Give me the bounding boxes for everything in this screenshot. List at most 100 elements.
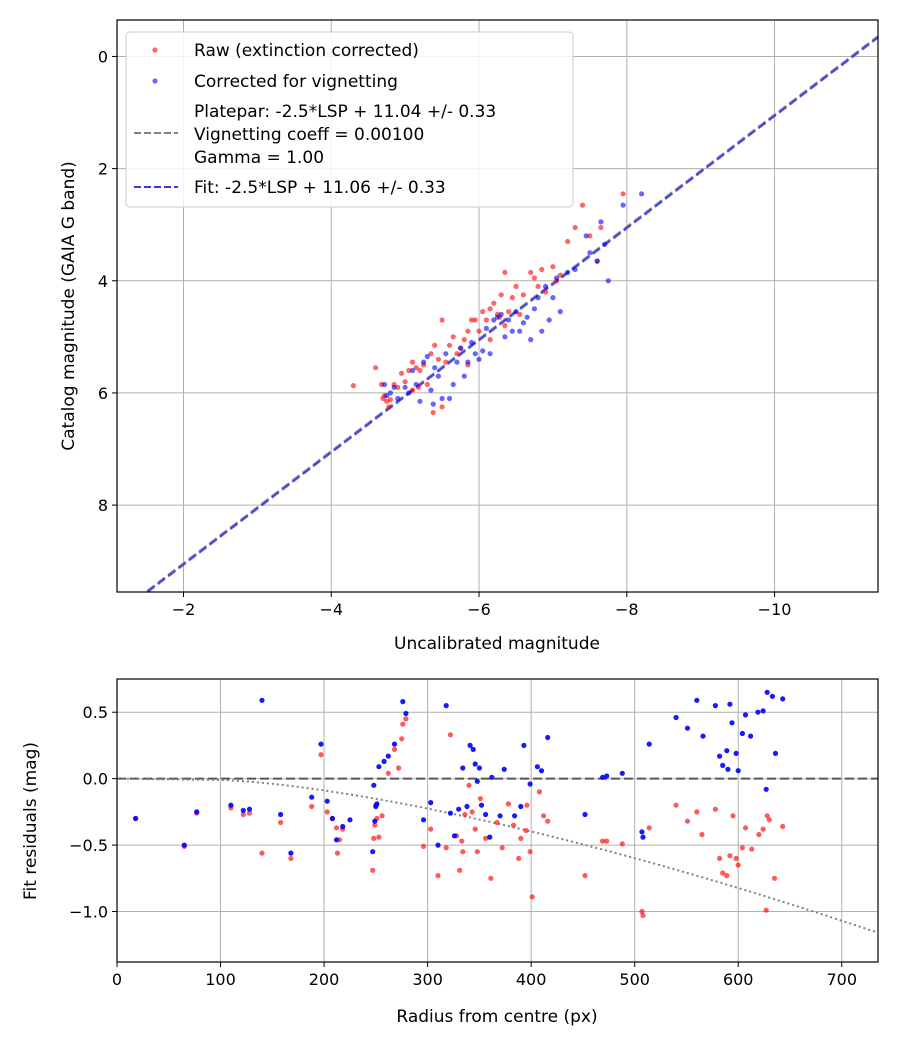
top-corrected-point [587, 250, 593, 256]
bottom-raw-point [462, 811, 468, 818]
top-x-tick-label: −2 [172, 600, 196, 619]
bottom-raw-point [523, 827, 529, 834]
top-raw-point [557, 272, 563, 278]
top-corrected-point [605, 278, 611, 284]
top-raw-point [565, 238, 571, 245]
top-fit-line [146, 36, 879, 593]
bottom-raw-point [391, 746, 398, 753]
bottom-raw-point [379, 813, 385, 819]
bottom-y-tick-label: 0.5 [83, 703, 108, 722]
bottom-raw-point [536, 789, 543, 795]
bottom-corrected-point [739, 730, 746, 737]
bottom-raw-point [447, 732, 453, 738]
bottom-corrected-point [420, 817, 427, 823]
bottom-corrected-point [725, 766, 731, 772]
top-y-tick-label: 0 [98, 47, 108, 66]
legend-fit-label: Fit: -2.5*LSP + 11.06 +/- 0.33 [194, 178, 446, 198]
bottom-raw-point [739, 845, 746, 851]
top-x-tick-label: −6 [467, 600, 491, 619]
bottom-raw-point [371, 835, 377, 842]
top-corrected-point [476, 356, 482, 362]
bottom-corrected-point [501, 766, 507, 772]
bottom-raw-point [400, 721, 406, 727]
bottom-corrected-point [646, 741, 652, 747]
top-raw-point [443, 359, 449, 365]
top-raw-point [435, 356, 441, 362]
bottom-corrected-point [400, 699, 406, 705]
bottom-raw-point [477, 796, 483, 802]
bottom-corrected-point [639, 829, 645, 835]
top-corrected-point [639, 191, 645, 197]
bottom-corrected-point [640, 834, 646, 840]
bottom-corrected-point [733, 750, 739, 757]
top-corrected-point [387, 390, 393, 396]
top-raw-point [450, 334, 456, 340]
top-raw-point [386, 404, 392, 410]
bottom-corrected-point [735, 768, 741, 774]
bottom-corrected-point [600, 774, 606, 780]
top-x-tick-label: −4 [319, 600, 343, 619]
top-corrected-point [483, 325, 489, 331]
legend-corrected-label: Corrected for vignetting [194, 72, 398, 92]
top-raw-point [480, 309, 486, 315]
bottom-corrected-point [717, 753, 723, 759]
bottom-corrected-point [403, 710, 409, 717]
top-raw-point [465, 328, 471, 334]
bottom-corrected-point [673, 714, 679, 721]
bottom-reference-lines [116, 777, 878, 933]
top-raw-point [387, 397, 393, 403]
bottom-corrected-point [447, 810, 453, 816]
bottom-corrected-point [538, 768, 545, 774]
bottom-corrected-point [329, 815, 335, 822]
top-y-tick-label: 2 [98, 160, 108, 179]
bottom-x-tick-label: 500 [619, 970, 650, 989]
top-raw-point [413, 365, 419, 371]
bottom-corrected-point [521, 742, 527, 749]
bottom-corrected-point [374, 801, 380, 807]
bottom-corrected-point [371, 782, 377, 788]
bottom-raw-point [259, 850, 265, 856]
bottom-raw-point [457, 867, 463, 873]
bottom-x-tick-label: 0 [112, 970, 122, 989]
bottom-raw-point [505, 801, 511, 807]
top-corrected-point [498, 311, 504, 317]
top-raw-point [469, 317, 475, 323]
top-corrected-point [539, 328, 545, 334]
bottom-raw-point [712, 806, 719, 812]
bottom-y-tick-label: −0.5 [69, 836, 108, 855]
bottom-raw-point [488, 875, 494, 881]
bottom-raw-point [474, 849, 480, 855]
bottom-corrected-point [483, 811, 489, 818]
bottom-raw-point [518, 835, 524, 842]
bottom-raw-point [545, 818, 551, 824]
top-corrected-point [465, 359, 471, 365]
top-corrected-point [480, 348, 486, 354]
bottom-raw-point [529, 894, 535, 900]
top-corrected-point [531, 306, 538, 312]
bottom-corrected-point [240, 807, 246, 814]
bottom-corrected-point [489, 774, 495, 780]
top-corrected-point [598, 219, 604, 225]
bottom-corrected-point [456, 806, 462, 812]
bottom-raw-point [771, 875, 778, 881]
bottom-corrected-point [478, 802, 485, 808]
top-raw-point [520, 292, 527, 298]
legend-raw-marker [152, 47, 158, 53]
bottom-x-ticks: 0 100 200 300 400 500 600 700 [112, 962, 857, 989]
top-raw-point [491, 300, 497, 306]
bottom-corrected-point [370, 849, 376, 855]
bottom-raw-point [333, 825, 340, 831]
bottom-raw-point [483, 835, 489, 842]
bottom-raw-point [724, 873, 730, 879]
top-corrected-point [472, 351, 478, 357]
top-raw-point [476, 328, 482, 334]
bottom-raw-point [403, 716, 409, 722]
bottom-raw-point [396, 765, 402, 771]
bottom-raw-point [318, 752, 324, 758]
bottom-raw-point [646, 825, 652, 831]
bottom-corrected-point [376, 764, 382, 770]
top-corrected-point [572, 266, 578, 273]
top-raw-point [539, 266, 545, 273]
top-corrected-point [430, 401, 436, 407]
